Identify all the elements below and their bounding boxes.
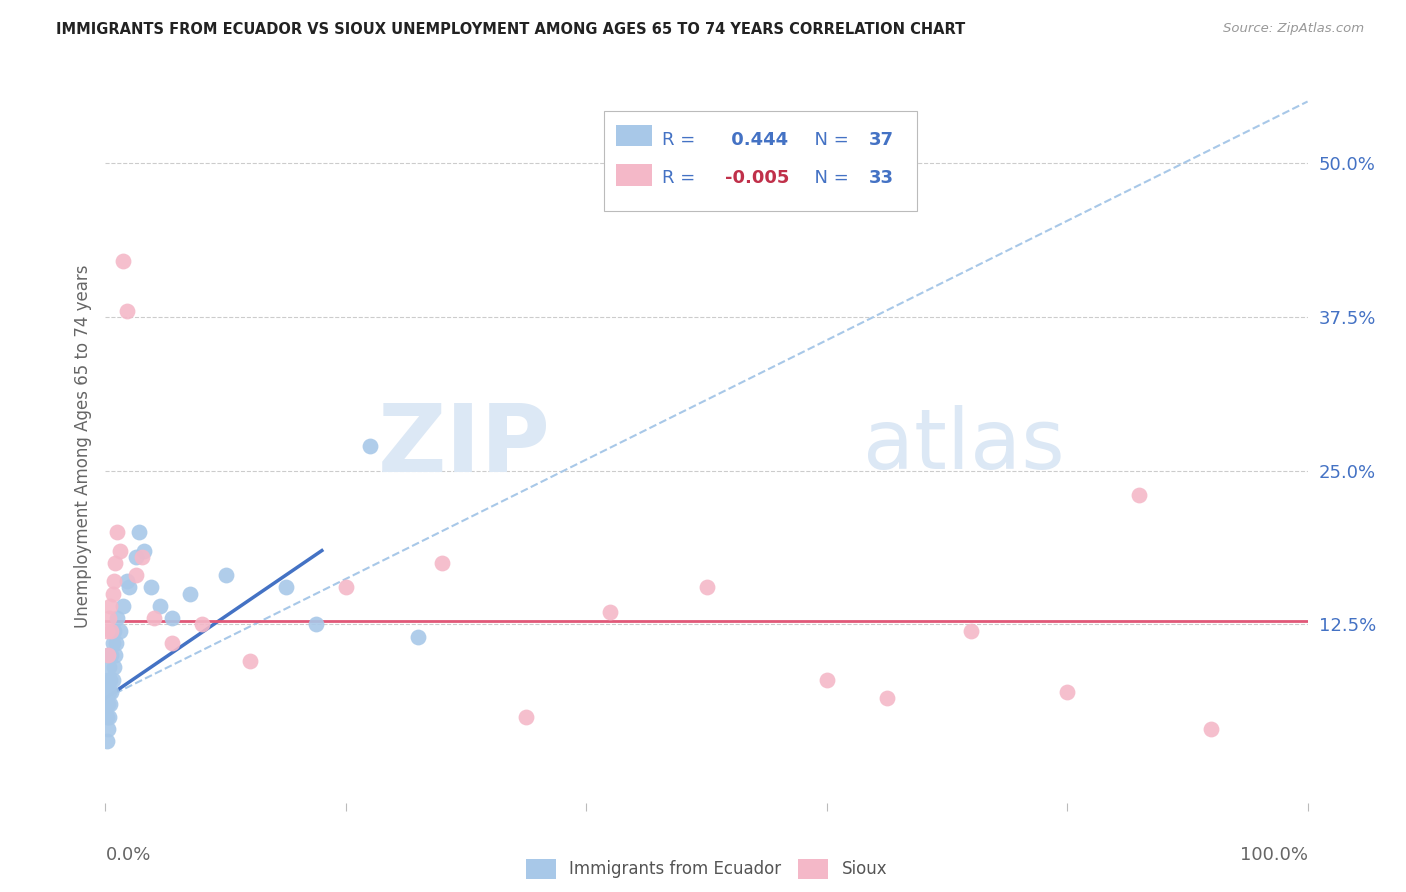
Point xyxy=(96,734,118,748)
Point xyxy=(118,581,141,595)
Point xyxy=(1128,488,1150,502)
Point xyxy=(599,605,621,619)
Point xyxy=(142,611,165,625)
Text: Source: ZipAtlas.com: Source: ZipAtlas.com xyxy=(1223,22,1364,36)
Point xyxy=(696,581,718,595)
Point xyxy=(160,611,183,625)
Point xyxy=(406,630,429,644)
Point xyxy=(359,439,381,453)
Point xyxy=(104,648,127,662)
Point xyxy=(1056,685,1078,699)
Text: N =: N = xyxy=(803,169,855,187)
Point xyxy=(115,303,138,318)
Point xyxy=(101,673,124,687)
Point xyxy=(107,525,129,540)
Point xyxy=(105,636,128,650)
Bar xyxy=(616,164,652,186)
Point xyxy=(335,581,357,595)
Point xyxy=(97,648,120,662)
Text: 100.0%: 100.0% xyxy=(1240,846,1308,863)
Point xyxy=(108,543,131,558)
Point xyxy=(104,556,127,570)
Text: 33: 33 xyxy=(869,169,894,187)
Point xyxy=(96,624,118,638)
FancyBboxPatch shape xyxy=(605,111,917,211)
Point xyxy=(515,709,537,723)
Legend: Immigrants from Ecuador, Sioux: Immigrants from Ecuador, Sioux xyxy=(517,850,896,888)
Point xyxy=(179,587,201,601)
Point xyxy=(98,611,121,625)
Point xyxy=(98,709,121,723)
Point xyxy=(160,636,183,650)
Point xyxy=(98,673,121,687)
Text: 0.444: 0.444 xyxy=(724,130,787,149)
Point xyxy=(214,568,236,582)
Y-axis label: Unemployment Among Ages 65 to 74 years: Unemployment Among Ages 65 to 74 years xyxy=(73,264,91,628)
Text: ZIP: ZIP xyxy=(377,400,550,492)
Text: -0.005: -0.005 xyxy=(724,169,789,187)
Point xyxy=(98,685,121,699)
Point xyxy=(101,636,124,650)
Point xyxy=(103,660,125,674)
Point xyxy=(124,549,146,564)
Point xyxy=(98,660,121,674)
Point xyxy=(128,525,150,540)
Point xyxy=(96,685,118,699)
Point xyxy=(305,617,328,632)
Point xyxy=(100,648,122,662)
Point xyxy=(98,698,121,712)
Bar xyxy=(616,125,652,146)
Point xyxy=(96,709,118,723)
Point xyxy=(97,673,120,687)
Point xyxy=(100,624,122,638)
Point xyxy=(274,581,297,595)
Point xyxy=(98,599,121,613)
Text: R =: R = xyxy=(662,169,702,187)
Point xyxy=(148,599,170,613)
Point xyxy=(115,574,138,589)
Point xyxy=(960,624,983,638)
Point xyxy=(190,617,212,632)
Point xyxy=(103,624,125,638)
Point xyxy=(124,568,146,582)
Text: R =: R = xyxy=(662,130,702,149)
Point xyxy=(97,698,120,712)
Point xyxy=(131,549,153,564)
Point xyxy=(1201,722,1223,736)
Point xyxy=(430,556,453,570)
Point xyxy=(139,581,162,595)
Point xyxy=(112,599,135,613)
Point xyxy=(101,587,124,601)
Text: N =: N = xyxy=(803,130,855,149)
Text: atlas: atlas xyxy=(863,406,1064,486)
Text: 37: 37 xyxy=(869,130,894,149)
Text: 0.0%: 0.0% xyxy=(105,846,150,863)
Point xyxy=(112,254,135,268)
Point xyxy=(132,543,155,558)
Point xyxy=(97,722,120,736)
Point xyxy=(815,673,838,687)
Point xyxy=(107,611,129,625)
Point xyxy=(100,685,122,699)
Point xyxy=(239,654,262,668)
Point xyxy=(103,574,125,589)
Point xyxy=(97,648,120,662)
Text: IMMIGRANTS FROM ECUADOR VS SIOUX UNEMPLOYMENT AMONG AGES 65 TO 74 YEARS CORRELAT: IMMIGRANTS FROM ECUADOR VS SIOUX UNEMPLO… xyxy=(56,22,966,37)
Point xyxy=(108,624,131,638)
Point xyxy=(876,691,898,706)
